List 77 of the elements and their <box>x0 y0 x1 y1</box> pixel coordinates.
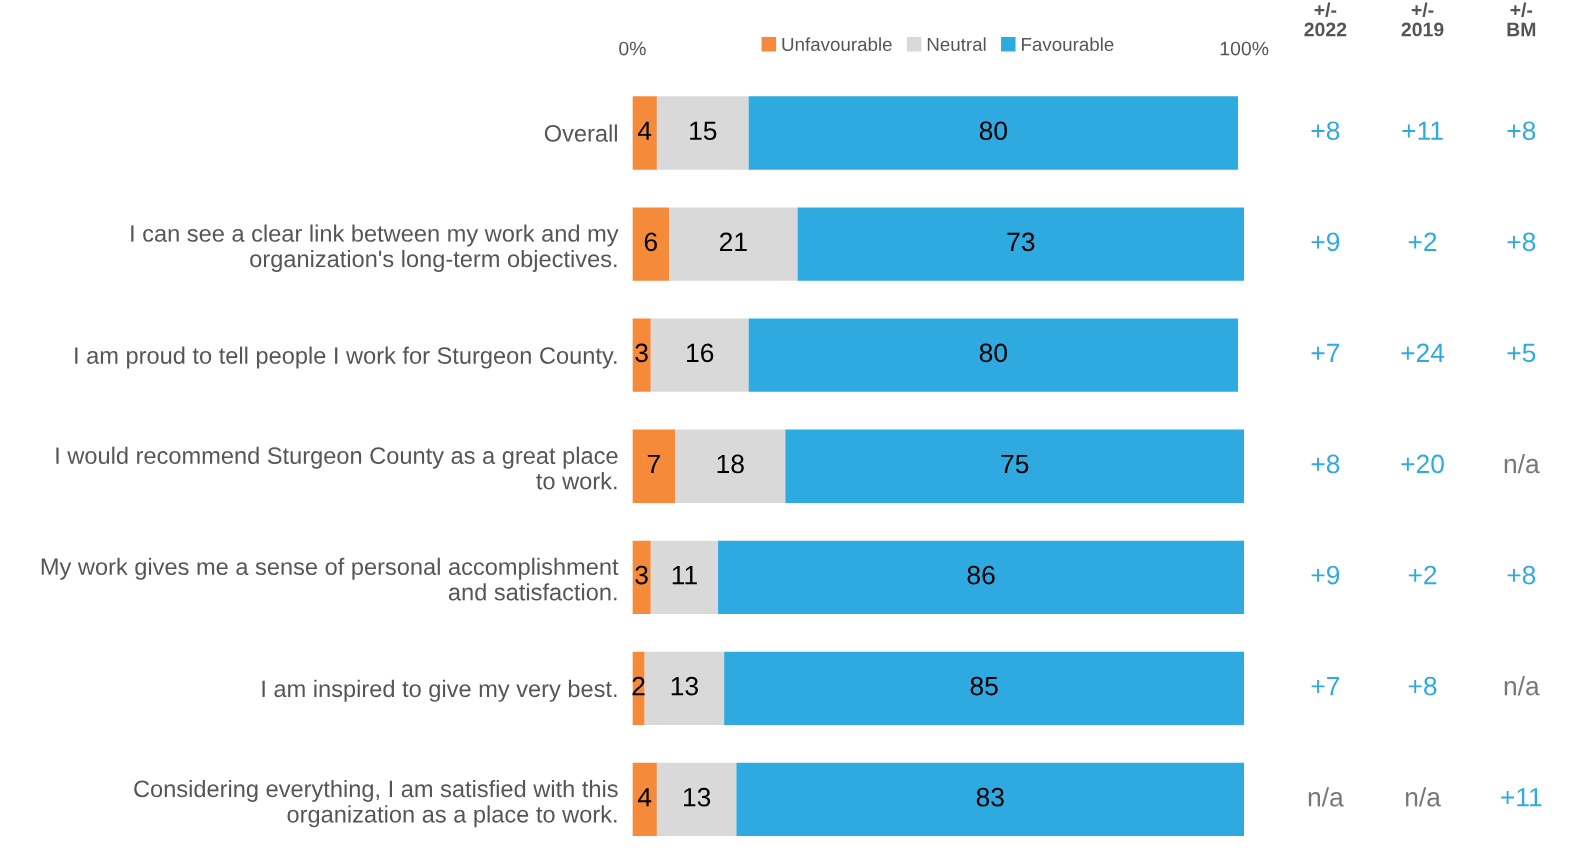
data-label: 80 <box>979 121 1007 141</box>
text: n/a <box>1504 676 1540 696</box>
bar <box>632 540 651 614</box>
data-label: 13 <box>671 676 698 696</box>
text: n/a <box>1504 453 1540 474</box>
bar <box>650 540 719 614</box>
text: +2 <box>1408 232 1437 251</box>
bar <box>718 540 1245 614</box>
bar <box>797 207 1245 281</box>
x-tick-label: 100% <box>1220 41 1269 56</box>
x-tick-label: 0% <box>619 41 646 56</box>
bar <box>724 651 1245 726</box>
text: +11 <box>1501 788 1542 807</box>
data-label: 3 <box>635 565 648 585</box>
data-label: 13 <box>683 787 711 807</box>
data-label: 21 <box>720 232 747 251</box>
text: +7 <box>1311 343 1340 362</box>
text: +24 <box>1401 343 1445 362</box>
text: +9 <box>1311 232 1340 252</box>
data-label: 2 <box>632 676 645 696</box>
text: +8 <box>1507 232 1536 252</box>
bar <box>632 762 657 837</box>
data-label: 86 <box>967 565 995 585</box>
text: n/a <box>1308 787 1344 807</box>
data-label: 83 <box>976 787 1004 807</box>
text: n/a <box>1405 787 1441 807</box>
bar <box>748 318 1239 392</box>
text: +/- BM <box>1507 2 1536 37</box>
bar <box>785 429 1245 503</box>
data-label: 80 <box>979 343 1007 363</box>
bar <box>632 207 670 281</box>
data-label: 3 <box>635 343 648 363</box>
text: +8 <box>1408 676 1437 696</box>
text: +7 <box>1311 677 1340 696</box>
bar <box>644 651 725 726</box>
data-label: 7 <box>647 454 660 474</box>
bar <box>650 318 749 392</box>
text: +5 <box>1507 343 1536 363</box>
data-label: 85 <box>970 676 998 696</box>
y-tick-label: Overall <box>544 124 617 142</box>
bar <box>748 96 1239 170</box>
bar <box>632 318 651 392</box>
legend-label: Favourable <box>1022 37 1114 52</box>
y-tick-label: I am inspired to give my very best. <box>262 679 617 702</box>
text: +/- 2019 <box>1401 2 1444 37</box>
data-label: 16 <box>687 343 714 363</box>
text: +9 <box>1311 565 1340 585</box>
data-label: 18 <box>717 454 744 474</box>
text: +8 <box>1507 121 1536 141</box>
bar <box>632 429 676 503</box>
y-tick-label: I would recommend Sturgeon County as a great place to work. <box>56 446 618 490</box>
data-label: 4 <box>637 121 652 140</box>
legend-label: Unfavourable <box>782 37 892 52</box>
y-tick-label: I am proud to tell people I work for Sturgeon County. <box>75 346 617 369</box>
data-label: 75 <box>1001 454 1029 474</box>
bar <box>656 762 737 837</box>
data-label: 73 <box>1007 232 1035 252</box>
y-tick-label: My work gives me a sense of personal accomplishment and satisfaction. <box>41 557 619 601</box>
text: +/- 2022 <box>1304 2 1347 37</box>
bar <box>675 429 786 503</box>
text: +8 <box>1507 565 1536 585</box>
data-label: 15 <box>690 121 717 141</box>
bar <box>632 96 657 170</box>
data-label: 6 <box>644 232 657 252</box>
bar <box>736 762 1245 837</box>
legend-label: Neutral <box>927 37 986 52</box>
y-tick-label: I can see a clear link between my work and my organization's long-term objectives. <box>131 224 619 272</box>
data-label: 11 <box>672 565 697 585</box>
text: +2 <box>1408 565 1437 585</box>
text: +8 <box>1311 454 1340 474</box>
data-label: 4 <box>637 788 652 807</box>
y-tick-label: Considering everything, I am satisfied with this organization as a place to work. <box>134 779 618 828</box>
text: +20 <box>1401 454 1444 474</box>
text: +8 <box>1311 121 1340 141</box>
text: +11 <box>1402 121 1443 140</box>
bar <box>669 207 798 281</box>
bar <box>656 96 749 170</box>
